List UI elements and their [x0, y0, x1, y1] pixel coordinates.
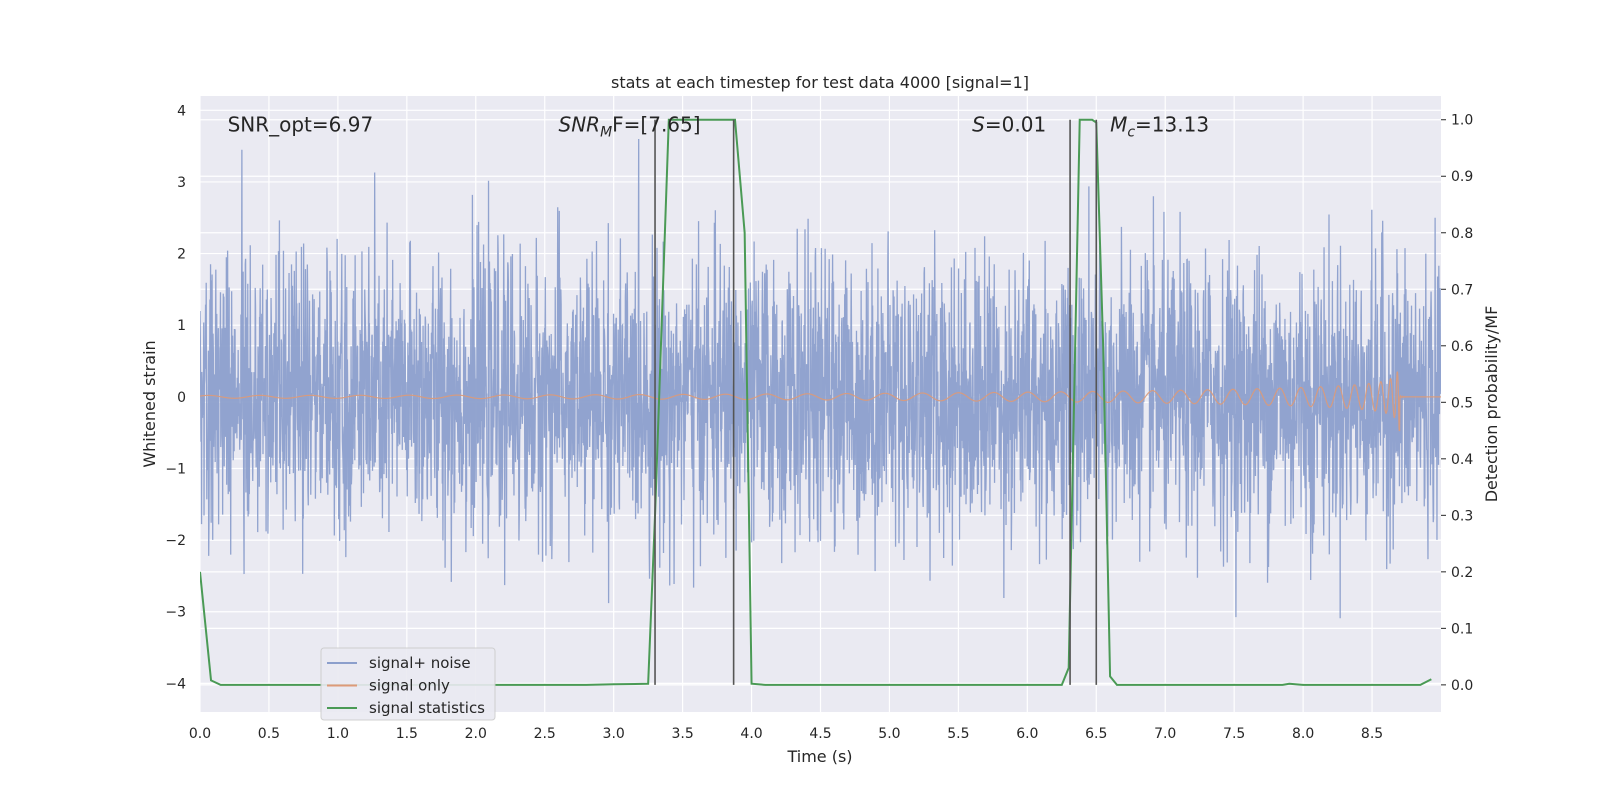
y2-tick-label: 0.8 [1451, 226, 1473, 242]
x-tick-label: 8.0 [1292, 726, 1314, 742]
y2-axis-label: Detection probability/MF [1482, 306, 1501, 503]
x-tick-label: 3.0 [603, 726, 625, 742]
y2-tick-label: 0.4 [1451, 452, 1473, 468]
y2-tick-label: 0.7 [1451, 282, 1473, 298]
signal-plus-noise-line [200, 138, 1441, 619]
x-tick-label: 7.5 [1223, 726, 1245, 742]
legend-label: signal only [369, 677, 450, 695]
y-tick-label: −1 [165, 461, 186, 477]
x-tick-label: 6.0 [1016, 726, 1038, 742]
legend-label: signal statistics [369, 699, 485, 717]
x-tick-label: 5.5 [947, 726, 969, 742]
x-tick-label: 0.5 [258, 726, 280, 742]
y2-tick-label: 0.5 [1451, 395, 1473, 411]
annotation-mc: Mc=13.13 [1110, 113, 1209, 141]
annotation-snr-mf: SNRMF=[7.65] [559, 113, 701, 141]
y-tick-label: 4 [177, 103, 186, 119]
x-tick-label: 5.0 [878, 726, 900, 742]
x-tick-label: 3.5 [671, 726, 693, 742]
y-tick-label: 0 [177, 390, 186, 406]
y-tick-label: 2 [177, 247, 186, 263]
y-tick-label: −2 [165, 533, 186, 549]
tick-layer: 0.0 0.5 1.0 1.5 2.0 2.5 3.0 3.5 4.0 4.5 5.0 5.5 6.0 6… [165, 103, 1473, 742]
x-tick-label: 8.5 [1361, 726, 1383, 742]
vline-layer [654, 119, 1098, 685]
y-tick-label: −3 [165, 605, 186, 621]
annotation-layer: SNR_opt=6.97 SNRMF=[7.65] S=0.01 Mc=13.13 [228, 113, 1209, 141]
legend-box [320, 647, 496, 721]
signal-statistics-line [200, 118, 1432, 686]
series-layer [200, 118, 1441, 686]
y2-tick-label: 0.6 [1451, 339, 1473, 355]
y-tick-label: −4 [165, 676, 186, 692]
y-axis-label: Whitened strain [140, 340, 159, 467]
y2-tick-label: 0.1 [1451, 621, 1473, 637]
x-tick-label: 4.0 [740, 726, 762, 742]
x-tick-label: 2.0 [465, 726, 487, 742]
y-tick-label: 1 [177, 318, 186, 334]
x-tick-label: 6.5 [1085, 726, 1107, 742]
x-tick-label: 4.5 [809, 726, 831, 742]
y2-tick-label: 0.2 [1451, 565, 1473, 581]
x-tick-label: 2.5 [534, 726, 556, 742]
signal-only-line [200, 371, 1441, 432]
x-tick-label: 1.5 [396, 726, 418, 742]
x-tick-label: 7.0 [1154, 726, 1176, 742]
legend-label: signal+ noise [369, 654, 471, 672]
y2-tick-label: 0.0 [1451, 678, 1473, 694]
y2-tick-label: 1.0 [1451, 113, 1473, 129]
x-axis-label: Time (s) [786, 747, 852, 766]
y2-tick-label: 0.3 [1451, 508, 1473, 524]
annotation-snr-opt: SNR_opt=6.97 [228, 113, 374, 137]
legend: signal+ noise signal only signal statistic… [320, 647, 496, 721]
annotation-s-stat: S=0.01 [972, 113, 1046, 137]
chart-title: stats at each timestep for test data 400… [611, 73, 1029, 92]
y-tick-label: 3 [177, 175, 186, 191]
y2-tick-label: 0.9 [1451, 169, 1473, 185]
x-tick-label: 1.0 [327, 726, 349, 742]
x-tick-label: 0.0 [189, 726, 211, 742]
